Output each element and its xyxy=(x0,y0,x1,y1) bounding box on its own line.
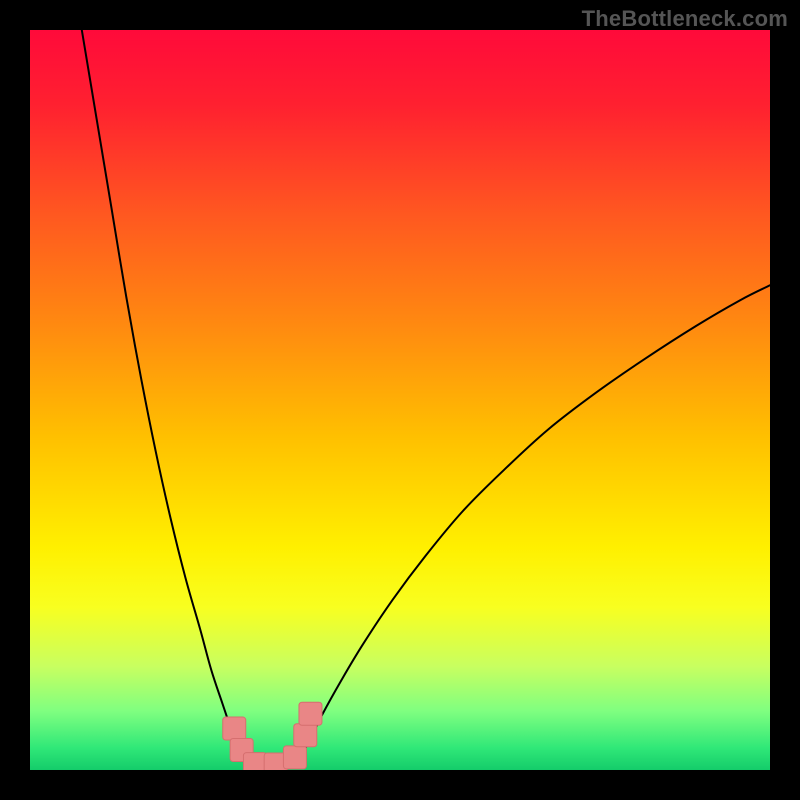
chart-svg xyxy=(30,30,770,770)
valley-marker xyxy=(223,717,246,740)
valley-marker xyxy=(243,753,266,770)
chart-background xyxy=(30,30,770,770)
plot-area xyxy=(30,30,770,770)
valley-marker xyxy=(299,702,322,725)
chart-container: TheBottleneck.com xyxy=(0,0,800,800)
valley-marker xyxy=(283,746,306,769)
watermark-text: TheBottleneck.com xyxy=(582,6,788,32)
valley-marker xyxy=(294,724,317,747)
